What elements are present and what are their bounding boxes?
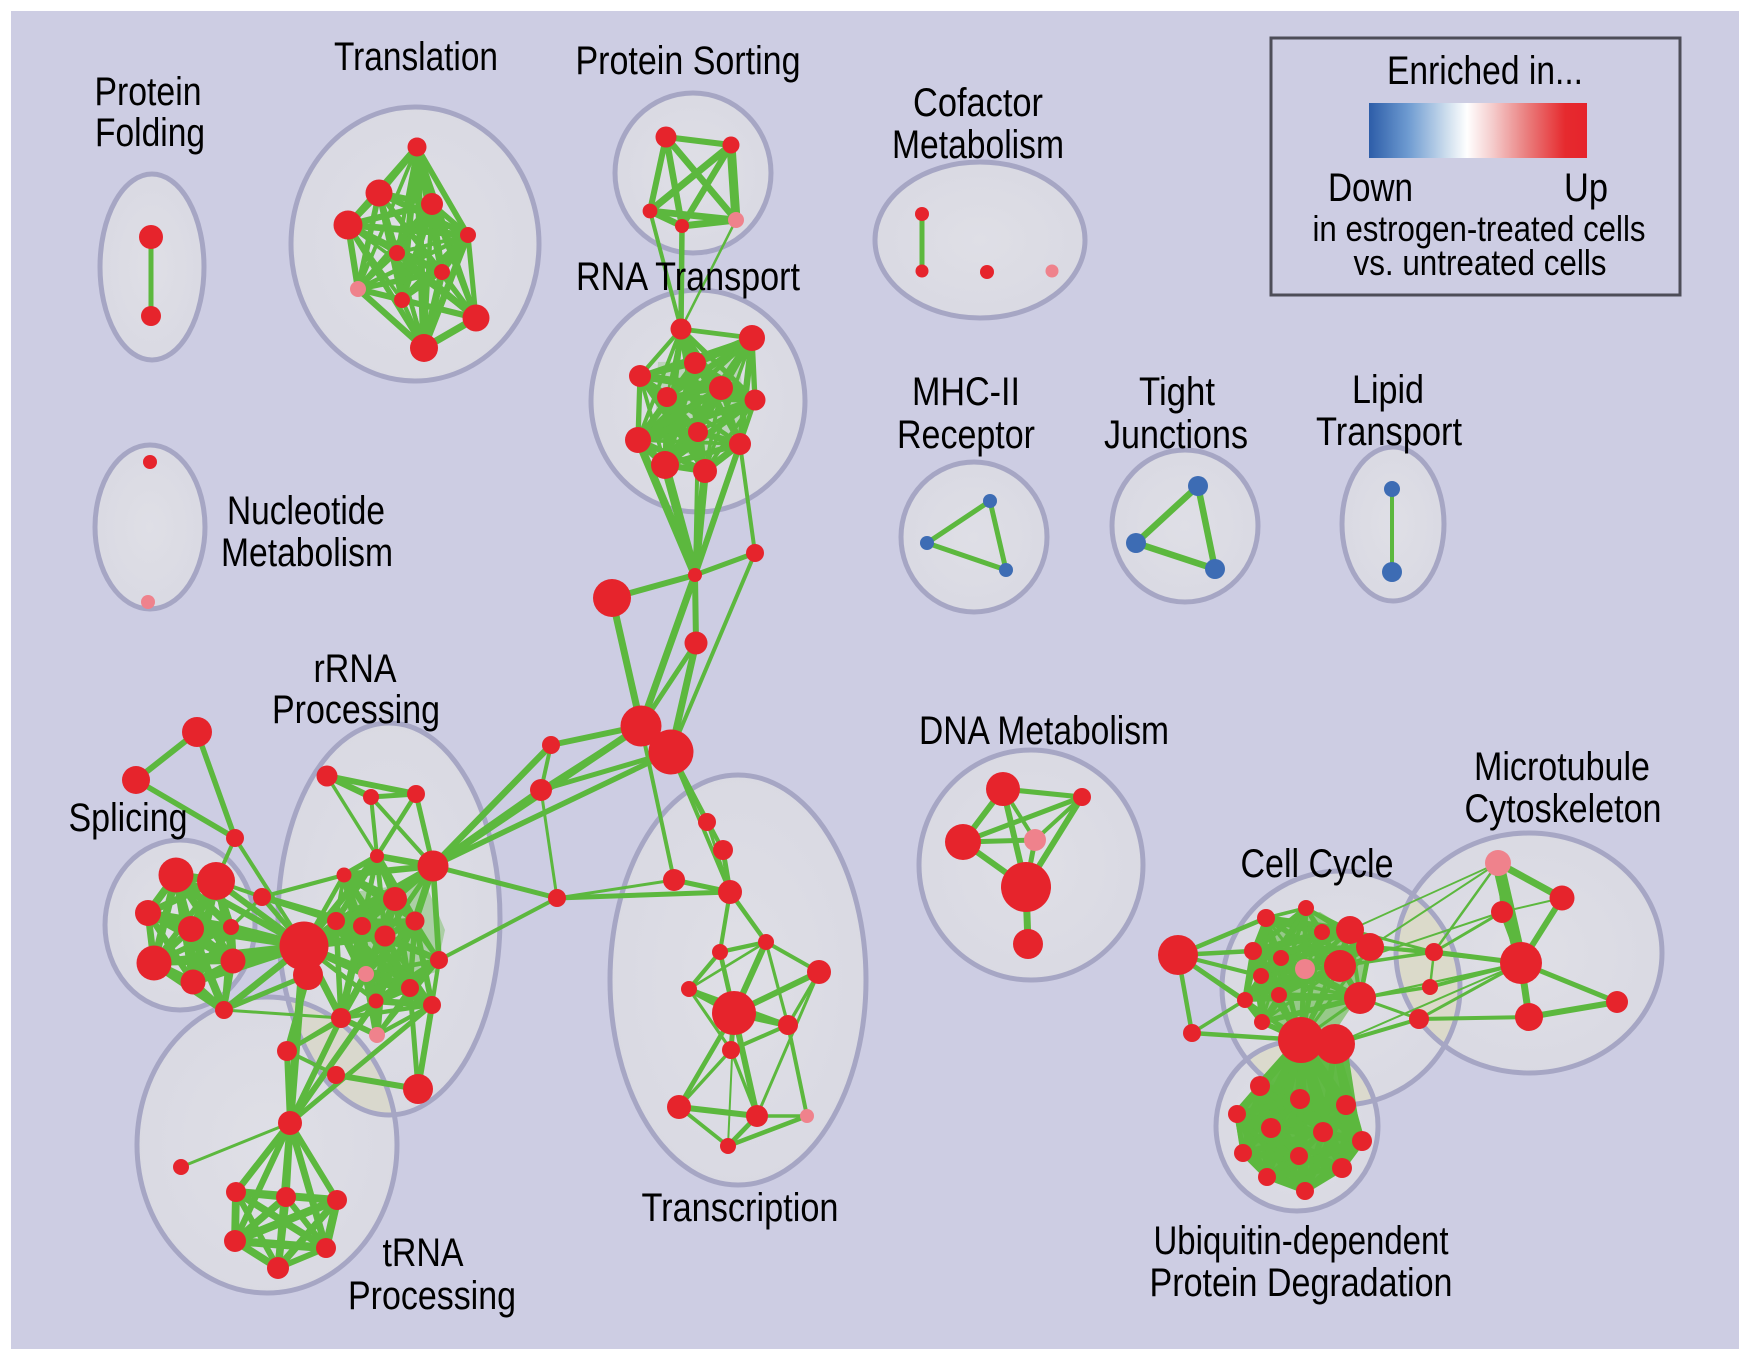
- svg-text:DNA Metabolism: DNA Metabolism: [919, 709, 1169, 753]
- svg-text:Down: Down: [1328, 166, 1413, 210]
- svg-text:Processing: Processing: [272, 688, 440, 732]
- svg-text:Cytoskeleton: Cytoskeleton: [1465, 787, 1662, 831]
- svg-text:Receptor: Receptor: [897, 413, 1035, 457]
- svg-text:Protein: Protein: [95, 70, 202, 114]
- svg-text:Nucleotide: Nucleotide: [227, 489, 385, 533]
- svg-text:Protein Sorting: Protein Sorting: [576, 39, 801, 83]
- svg-text:Transcription: Transcription: [642, 1186, 839, 1230]
- svg-text:Junctions: Junctions: [1104, 413, 1248, 457]
- svg-text:RNA Transport: RNA Transport: [576, 255, 800, 299]
- svg-text:Up: Up: [1564, 166, 1608, 210]
- svg-text:MHC-II: MHC-II: [912, 370, 1020, 414]
- svg-text:in estrogen-treated cells: in estrogen-treated cells: [1313, 208, 1646, 249]
- svg-text:Microtubule: Microtubule: [1474, 745, 1650, 789]
- svg-text:Transport: Transport: [1316, 410, 1462, 454]
- svg-text:rRNA: rRNA: [314, 647, 397, 691]
- svg-text:Folding: Folding: [95, 111, 205, 155]
- svg-text:Translation: Translation: [334, 35, 498, 79]
- svg-text:Protein Degradation: Protein Degradation: [1150, 1261, 1453, 1305]
- svg-text:Enriched in...: Enriched in...: [1387, 49, 1583, 93]
- svg-text:vs. untreated cells: vs. untreated cells: [1354, 242, 1607, 283]
- svg-text:Cell Cycle: Cell Cycle: [1241, 842, 1394, 886]
- svg-text:Processing: Processing: [348, 1274, 516, 1318]
- svg-text:Splicing: Splicing: [69, 796, 188, 840]
- svg-text:Ubiquitin-dependent: Ubiquitin-dependent: [1154, 1219, 1449, 1263]
- svg-text:Tight: Tight: [1139, 370, 1215, 414]
- svg-text:Metabolism: Metabolism: [221, 531, 393, 575]
- svg-text:Metabolism: Metabolism: [892, 123, 1064, 167]
- svg-text:Lipid: Lipid: [1352, 368, 1424, 412]
- svg-text:Cofactor: Cofactor: [913, 81, 1043, 125]
- svg-text:tRNA: tRNA: [383, 1231, 464, 1275]
